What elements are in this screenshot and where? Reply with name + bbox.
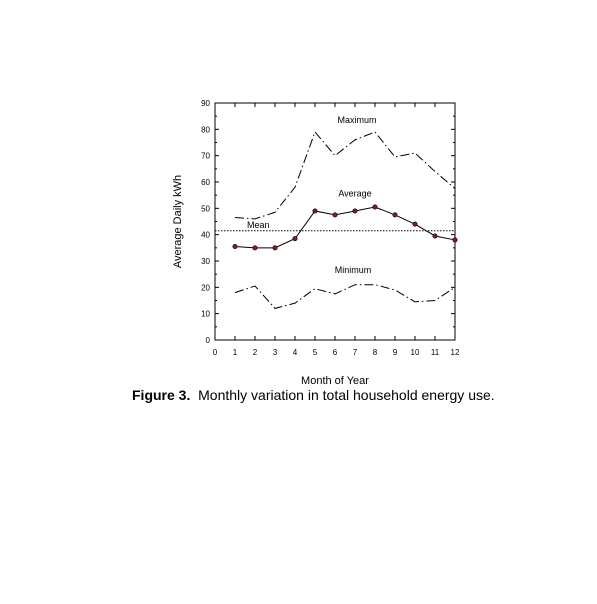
y-tick-label: 30 [201,257,210,266]
x-tick-label: 5 [313,348,318,357]
y-tick-label: 10 [201,310,210,319]
data-point [452,237,458,243]
mean-label: Mean [247,220,270,230]
data-point [292,236,298,242]
series-line-average [234,206,456,249]
series-layer [232,130,458,309]
x-tick-label: 11 [431,348,440,357]
x-tick-label: 0 [213,348,218,357]
x-tick-label: 12 [451,348,460,357]
series-label-average: Average [338,188,371,198]
x-tick-label: 8 [373,348,378,357]
data-point [332,212,338,218]
series-line-minimum [234,284,456,309]
x-tick-label: 6 [333,348,338,357]
data-point [232,244,238,250]
data-point [432,233,438,239]
figure-label: Figure 3. [132,387,191,403]
x-tick-label: 1 [233,348,238,357]
series-label-maximum: Maximum [337,115,376,125]
y-tick-label: 70 [201,152,210,161]
y-axis-label: Average Daily kWh [172,175,184,268]
x-tick-label: 7 [353,348,358,357]
x-tick-label: 9 [393,348,398,357]
series-label-minimum: Minimum [335,265,372,275]
y-tick-label: 20 [201,283,210,292]
x-tick-label: 10 [411,348,420,357]
data-point [412,221,418,227]
data-point [312,208,318,214]
data-point [352,208,358,214]
y-tick-label: 90 [201,99,210,108]
x-tick-label: 4 [293,348,298,357]
x-tick-label: 3 [273,348,278,357]
y-tick-label: 60 [201,178,210,187]
data-point [372,204,378,210]
y-tick-label: 40 [201,231,210,240]
x-tick-label: 2 [253,348,258,357]
y-tick-label: 80 [201,125,210,134]
labels-layer: Maximum Average Minimum Mean [247,115,377,275]
data-point [252,245,258,251]
figure-caption: Figure 3. Monthly variation in total hou… [132,387,572,403]
data-point [272,245,278,251]
x-axis-label: Month of Year [301,375,369,387]
series-line-maximum [234,130,456,220]
figure-caption-text: Monthly variation in total household ene… [198,387,495,403]
y-tick-label: 50 [201,204,210,213]
y-tick-label: 0 [206,336,211,345]
data-point [392,212,398,218]
